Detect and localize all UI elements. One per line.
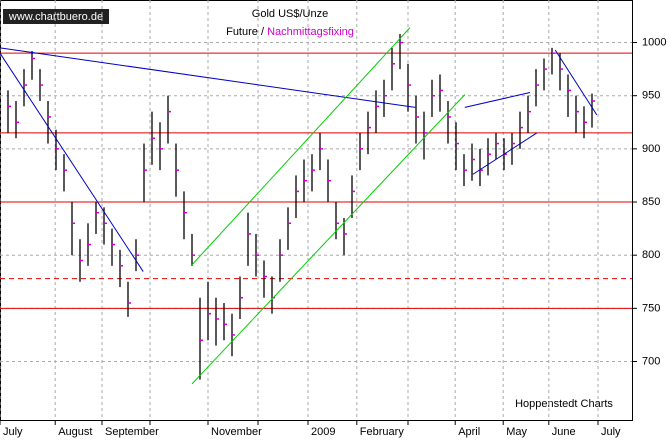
- x-tick-label: June: [552, 426, 576, 438]
- subtitle-part: Future /: [226, 26, 265, 38]
- trend-line: [464, 92, 531, 108]
- trend-line: [191, 27, 411, 266]
- x-tick-label: May: [506, 426, 527, 438]
- watermark: www.chartbuero.de: [8, 11, 103, 23]
- x-tick-label: July: [601, 426, 621, 438]
- y-tick-label: 800: [642, 249, 660, 261]
- y-tick-label: 850: [642, 196, 660, 208]
- y-tick-label: 1000: [642, 36, 666, 48]
- y-tick-label: 900: [642, 143, 660, 155]
- chart-title: Gold US$/Unze: [252, 8, 328, 20]
- x-tick-label: August: [58, 426, 92, 438]
- trend-line: [0, 52, 144, 272]
- y-tick-label: 950: [642, 90, 660, 102]
- source: Hoppenstedt Charts: [515, 398, 613, 410]
- subtitle-part: Nachmittagsfixing: [267, 26, 354, 38]
- trend-line: [472, 132, 538, 175]
- y-tick-label: 750: [642, 302, 660, 314]
- x-tick-label: 2009: [311, 426, 335, 438]
- trend-line: [554, 49, 598, 116]
- y-tick-label: 700: [642, 355, 660, 367]
- watermark-box: [3, 9, 109, 24]
- x-tick-label: September: [105, 426, 159, 438]
- subtitle: Future / Nachmittagsfixing: [226, 26, 354, 38]
- x-tick-label: April: [458, 426, 480, 438]
- trend-line: [191, 94, 466, 385]
- x-tick-label: November: [211, 426, 262, 438]
- plot-frame: [0, 0, 633, 421]
- x-tick-label: July: [3, 426, 23, 438]
- x-tick-label: February: [360, 426, 405, 438]
